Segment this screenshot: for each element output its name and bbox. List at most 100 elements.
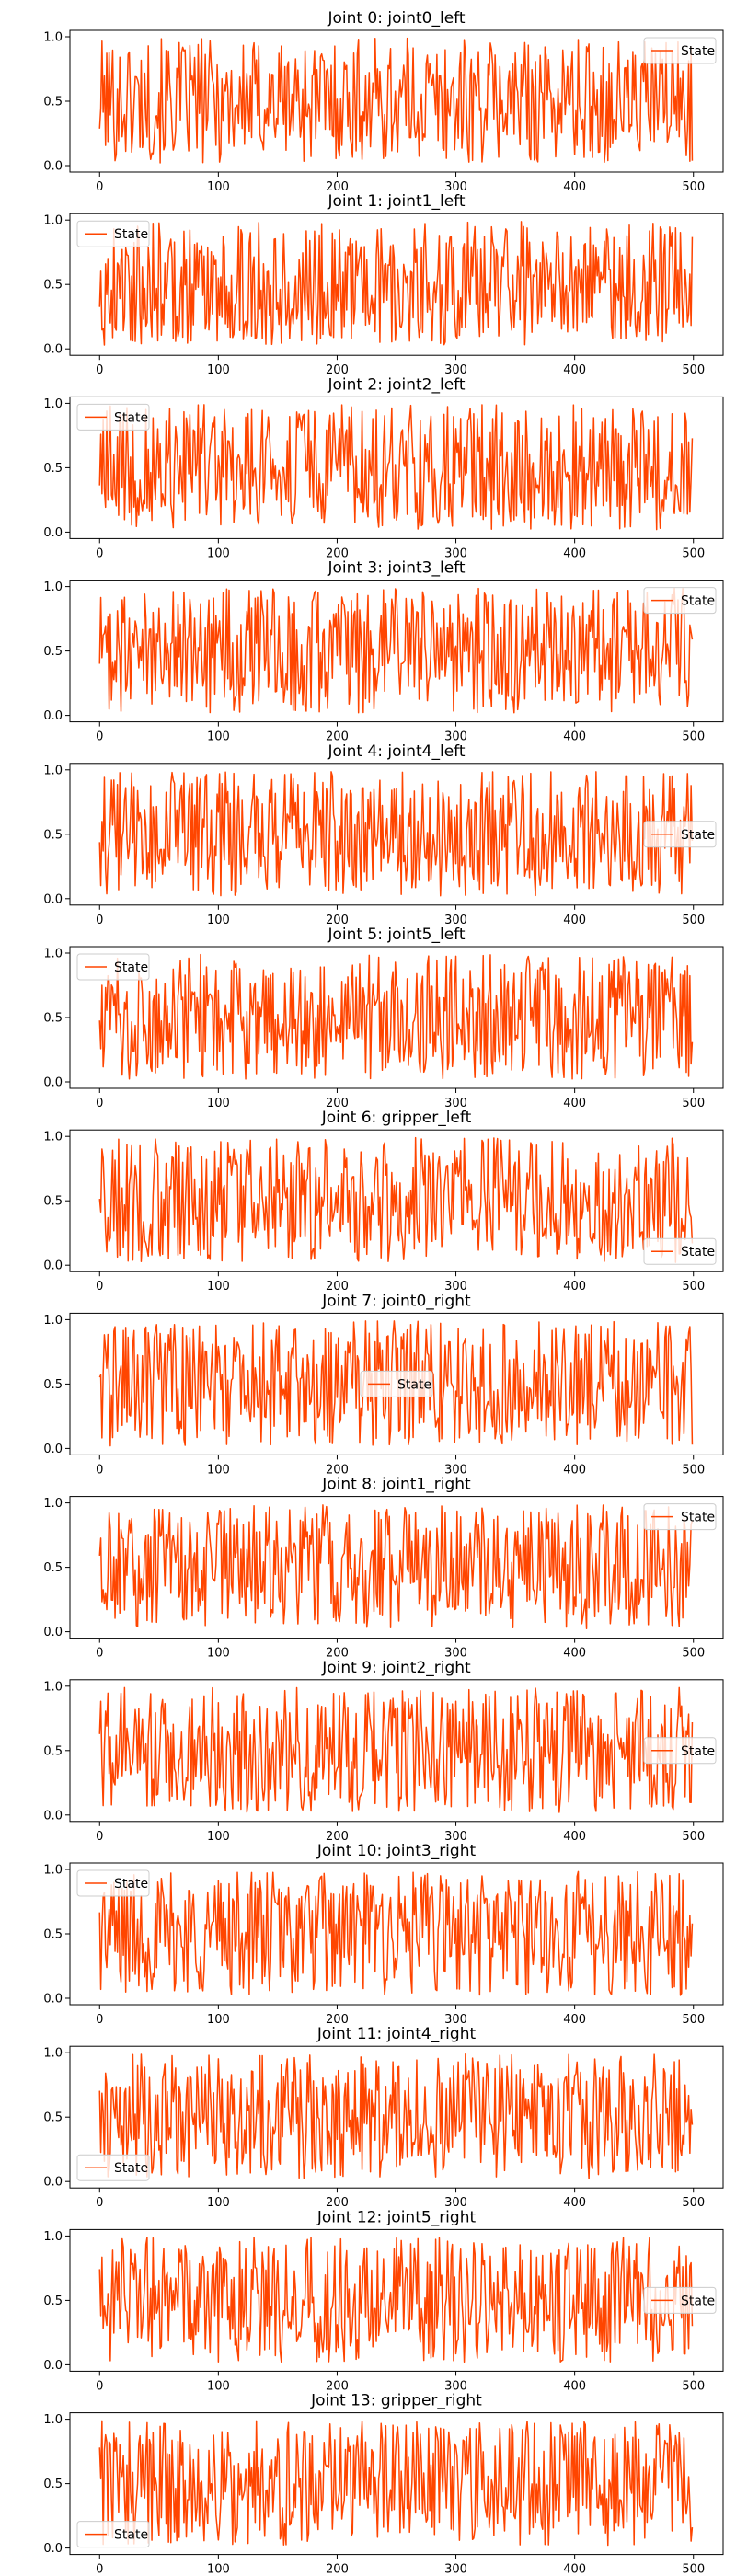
subplot-4: Joint 4: joint4_left 0 100 200 300 400 500 0.0 0…	[43, 742, 724, 927]
x-tick-label: 500	[682, 1097, 705, 1110]
y-tick-label: 0.5	[43, 279, 63, 293]
legend-label: State	[681, 594, 715, 609]
x-tick-label: 200	[326, 1830, 349, 1844]
series-line-state	[98, 1320, 694, 1447]
y-tick-label: 0.0	[43, 1626, 63, 1639]
x-tick-label: 300	[444, 2563, 467, 2576]
x-tick-label: 500	[682, 546, 705, 560]
legend-label: State	[397, 1377, 431, 1392]
legend: State	[643, 37, 717, 64]
legend: State	[643, 1737, 717, 1765]
y-tick-label: 0.0	[43, 2542, 63, 2556]
legend: State	[643, 1237, 717, 1265]
x-tick-label: 500	[682, 363, 705, 377]
legend: State	[76, 2521, 150, 2548]
chart-title: Joint 6: gripper_left	[321, 1109, 472, 1127]
chart-title: Joint 1: joint1_left	[327, 192, 465, 211]
x-tick-label: 200	[326, 730, 349, 744]
x-tick-label: 300	[444, 1830, 467, 1844]
legend: State	[76, 2154, 150, 2181]
legend-box	[76, 220, 150, 247]
x-tick-label: 200	[326, 363, 349, 377]
x-tick-label: 400	[563, 1647, 586, 1661]
y-tick-label: 0.0	[43, 2359, 63, 2373]
x-tick-label: 400	[563, 2379, 586, 2393]
x-tick-label: 200	[326, 1647, 349, 1661]
subplot-8: Joint 8: joint1_right 0 100 200 300 400 500 0.0…	[43, 1476, 724, 1661]
x-tick-label: 300	[444, 2013, 467, 2027]
legend-box	[360, 1370, 433, 1397]
y-tick-label: 0.5	[43, 1561, 63, 1575]
x-tick-label: 0	[96, 914, 103, 927]
legend-label: State	[114, 960, 148, 975]
x-tick-label: 0	[96, 1830, 103, 1844]
legend: State	[643, 2286, 717, 2314]
y-tick-label: 0.5	[43, 1744, 63, 1758]
x-tick-label: 400	[563, 2196, 586, 2210]
y-tick-label: 0.0	[43, 1809, 63, 1823]
legend: State	[643, 587, 717, 615]
series-line-state	[98, 221, 694, 346]
y-tick-label: 0.0	[43, 160, 63, 174]
x-tick-label: 400	[563, 1463, 586, 1477]
series-line-state	[98, 1504, 694, 1630]
x-tick-label: 0	[96, 2196, 103, 2210]
legend: State	[76, 1869, 150, 1897]
subplot-5: Joint 5: joint5_left 0 100 200 300 400 500 0.0 0…	[43, 926, 724, 1110]
legend: State	[76, 220, 150, 247]
x-tick-label: 100	[207, 2379, 230, 2393]
y-tick-label: 0.0	[43, 1076, 63, 1090]
y-tick-label: 0.5	[43, 1378, 63, 1392]
y-tick-label: 1.0	[43, 2047, 63, 2061]
x-tick-label: 300	[444, 1647, 467, 1661]
legend: State	[643, 821, 717, 848]
x-tick-label: 100	[207, 914, 230, 927]
legend-label: State	[114, 2161, 148, 2176]
legend-label: State	[114, 410, 148, 425]
subplot-10: Joint 10: joint3_right 0 100 200 300 400 500 0.…	[43, 1842, 724, 2027]
subplot-3: Joint 3: joint3_left 0 100 200 300 400 500 0.0 0…	[43, 559, 724, 744]
y-tick-label: 1.0	[43, 1497, 63, 1511]
y-tick-label: 0.5	[43, 828, 63, 842]
subplot-13: Joint 13: gripper_right 0 100 200 300 400 500 0…	[43, 2392, 724, 2576]
series-line-state	[98, 587, 694, 714]
x-tick-label: 200	[326, 546, 349, 560]
chart-title: Joint 0: joint0_left	[327, 9, 465, 28]
x-tick-label: 300	[444, 1463, 467, 1477]
legend-box	[643, 821, 717, 848]
x-tick-label: 0	[96, 180, 103, 194]
x-tick-label: 100	[207, 2563, 230, 2576]
x-tick-label: 400	[563, 180, 586, 194]
y-tick-label: 1.0	[43, 581, 63, 594]
x-tick-label: 500	[682, 1830, 705, 1844]
series-line-state	[98, 37, 694, 164]
x-tick-label: 400	[563, 363, 586, 377]
legend-box	[643, 1737, 717, 1765]
x-tick-label: 100	[207, 1097, 230, 1110]
y-tick-label: 0.0	[43, 526, 63, 540]
chart-title: Joint 5: joint5_left	[327, 926, 465, 944]
x-tick-label: 200	[326, 180, 349, 194]
x-tick-label: 300	[444, 914, 467, 927]
x-tick-label: 200	[326, 1463, 349, 1477]
x-tick-label: 100	[207, 180, 230, 194]
y-tick-label: 1.0	[43, 1314, 63, 1328]
x-tick-label: 500	[682, 914, 705, 927]
x-tick-label: 500	[682, 2196, 705, 2210]
x-tick-label: 100	[207, 1830, 230, 1844]
x-tick-label: 200	[326, 914, 349, 927]
y-tick-label: 1.0	[43, 764, 63, 777]
legend-box	[643, 37, 717, 64]
series-line-state	[98, 404, 694, 531]
chart-title: Joint 2: joint2_left	[327, 375, 465, 394]
x-tick-label: 100	[207, 1280, 230, 1294]
chart-title: Joint 13: gripper_right	[310, 2392, 482, 2410]
legend-box	[643, 1503, 717, 1531]
legend-label: State	[681, 828, 715, 843]
legend-label: State	[114, 1877, 148, 1892]
x-tick-label: 100	[207, 1647, 230, 1661]
legend-box	[76, 403, 150, 431]
y-tick-label: 0.0	[43, 892, 63, 906]
x-tick-label: 400	[563, 2563, 586, 2576]
